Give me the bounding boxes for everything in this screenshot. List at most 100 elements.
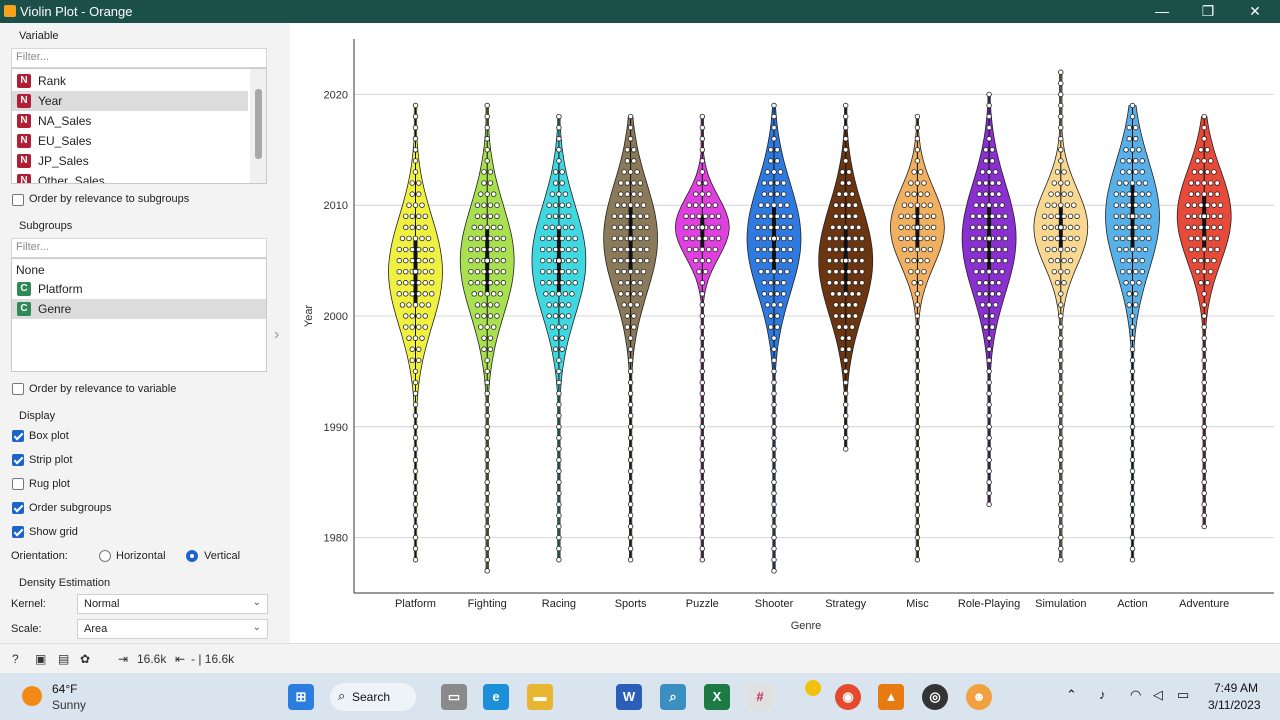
strip-point	[484, 446, 490, 452]
strip-point	[631, 191, 637, 197]
variable-item-jp-sales[interactable]: N JP_Sales	[12, 151, 248, 171]
edge-icon[interactable]: e	[483, 684, 509, 710]
strip-point	[771, 568, 777, 574]
microphone-icon[interactable]: ♪	[1099, 687, 1106, 702]
weather-desc[interactable]: Sunny	[52, 698, 87, 712]
variable-filter-input[interactable]: Filter...	[11, 48, 267, 68]
variable-item-na-sales[interactable]: N NA_Sales	[12, 111, 248, 131]
strip-point	[1139, 268, 1145, 275]
strip-point	[1067, 224, 1074, 231]
violin-chart[interactable]: 1980 1990 2000 2010 2020 Year Genre Platform Fig…	[290, 23, 1280, 643]
plot-area[interactable]: 1980 1990 2000 2010 2020 Year Genre Platform Fig…	[290, 23, 1280, 643]
strip-point	[1198, 224, 1204, 231]
save-icon[interactable]: ▣	[35, 652, 47, 666]
order-by-relevance-subgroups-checkbox[interactable]	[12, 194, 24, 206]
task-view-icon[interactable]: ▭	[441, 684, 467, 710]
file-explorer-icon[interactable]: ▬	[527, 684, 553, 710]
strip-point	[1113, 202, 1119, 208]
x-tick-label: Shooter	[755, 598, 794, 610]
strip-point	[611, 257, 618, 264]
variable-item-rank[interactable]: N Rank	[12, 71, 248, 91]
strip-point	[497, 291, 503, 297]
strip-point	[627, 424, 634, 430]
slack-icon[interactable]: #	[747, 684, 773, 710]
word-icon[interactable]: W	[616, 684, 642, 710]
strip-point	[908, 180, 914, 186]
obs-icon[interactable]: ◎	[922, 684, 948, 710]
notification-dot-icon[interactable]	[805, 680, 821, 696]
strip-point	[983, 291, 989, 297]
orange-taskbar-icon[interactable]: ☻	[966, 684, 992, 710]
median-fighting	[484, 257, 491, 264]
strip-point	[487, 268, 494, 275]
order-subgroups-checkbox[interactable]	[12, 502, 24, 514]
kernel-select[interactable]: Normal ⌄	[77, 594, 268, 614]
strip-point	[771, 479, 777, 485]
strip-point	[996, 291, 1002, 297]
search-button[interactable]: Search ⌕	[330, 683, 416, 711]
strip-point	[546, 302, 552, 308]
strip-plot-checkbox[interactable]	[12, 454, 24, 466]
variable-item-year[interactable]: N Year	[12, 91, 248, 111]
variable-list-scrollbar[interactable]	[250, 69, 266, 183]
clock-date[interactable]: 3/11/2023	[1208, 698, 1261, 712]
strip-point	[416, 313, 422, 319]
variable-item-other-sales[interactable]: N Other_Sales	[12, 171, 248, 183]
control-panel: Variable Filter... N Rank N Year N NA_Sales N E…	[0, 23, 290, 643]
strip-point	[777, 202, 784, 208]
report-icon[interactable]: ▤	[58, 652, 70, 666]
windows-start-icon[interactable]: ⊞	[288, 684, 314, 710]
volume-icon[interactable]: ◁	[1153, 687, 1163, 702]
strip-point	[565, 235, 572, 242]
order-by-relevance-variable-checkbox[interactable]	[12, 383, 24, 395]
strip-point	[1041, 235, 1048, 242]
battery-icon[interactable]: ▭	[1177, 687, 1190, 702]
chevron-up-icon[interactable]: ⌃	[1066, 687, 1077, 702]
subgroups-list[interactable]: None C Platform C Genre	[11, 258, 267, 372]
subgroups-filter-input[interactable]: Filter...	[11, 238, 267, 258]
close-button[interactable]: ✕	[1249, 3, 1261, 19]
vlc-icon[interactable]: ▲	[878, 684, 904, 710]
minimize-button[interactable]: —	[1155, 3, 1169, 19]
scale-select[interactable]: Area ⌄	[77, 619, 268, 639]
strip-point	[1002, 213, 1009, 219]
strip-point	[1195, 158, 1201, 164]
strip-point	[1201, 191, 1207, 197]
strip-point	[693, 246, 699, 253]
subgroup-item-platform[interactable]: C Platform	[12, 279, 248, 299]
variable-list[interactable]: N Rank N Year N NA_Sales N EU_Sales N JP_Sales N Ot…	[11, 68, 267, 184]
scrollbar-thumb[interactable]	[255, 89, 262, 159]
strip-point	[416, 191, 422, 197]
rug-plot-checkbox[interactable]	[12, 478, 24, 490]
magnifier-icon[interactable]: ⌕	[660, 684, 686, 710]
chrome-icon[interactable]: ◉	[835, 684, 861, 710]
subgroup-item-none[interactable]: None	[12, 260, 248, 280]
strip-point	[559, 180, 565, 186]
strip-point	[1201, 324, 1207, 330]
strip-point	[627, 302, 634, 308]
box-plot-checkbox[interactable]	[12, 430, 24, 442]
weather-temp[interactable]: 64°F	[52, 682, 78, 696]
vertical-radio[interactable]	[186, 550, 198, 562]
maximize-button[interactable]: ❐	[1201, 3, 1215, 19]
strip-point	[914, 357, 921, 364]
subgroup-item-genre[interactable]: C Genre	[12, 299, 266, 319]
wifi-icon[interactable]: ◠	[1130, 687, 1142, 702]
strip-point	[637, 280, 644, 286]
show-grid-checkbox[interactable]	[12, 526, 24, 538]
visual-settings-icon[interactable]: ✿	[80, 652, 91, 666]
strip-point	[1198, 169, 1204, 175]
strip-point	[484, 224, 490, 231]
strip-point	[572, 280, 578, 286]
variable-item-eu-sales[interactable]: N EU_Sales	[12, 131, 248, 151]
collapse-panel-arrow-icon[interactable]: ›	[274, 326, 280, 343]
strip-point	[839, 280, 846, 286]
strip-point	[774, 213, 780, 219]
clock-time[interactable]: 7:49 AM	[1214, 681, 1259, 695]
horizontal-radio[interactable]	[99, 550, 111, 562]
strip-point	[556, 545, 562, 552]
strip-point	[627, 435, 634, 441]
excel-icon[interactable]: X	[704, 684, 730, 710]
help-icon[interactable]: ?	[12, 652, 19, 666]
strip-point	[712, 246, 718, 253]
